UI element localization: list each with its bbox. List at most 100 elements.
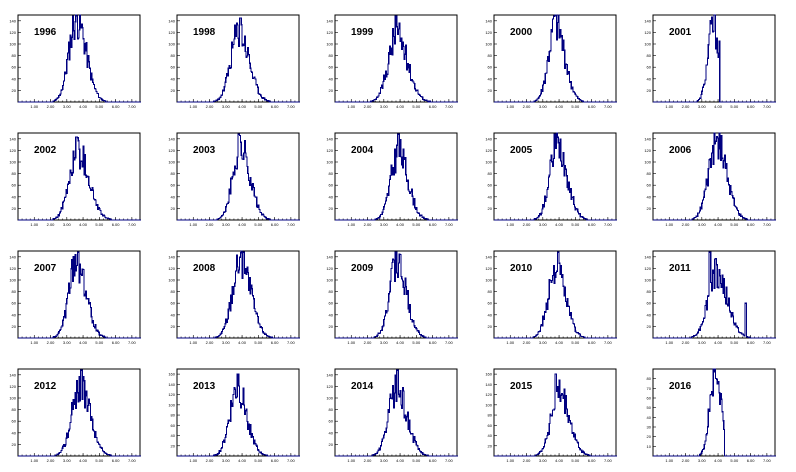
y-tick-label: 40 [329, 194, 334, 199]
x-tick-label: 3.00 [539, 104, 548, 109]
x-tick-label: 7.00 [763, 458, 772, 463]
y-tick-label: 60 [647, 301, 652, 306]
y-tick-label: 140 [485, 254, 492, 259]
y-tick-label: 20 [488, 206, 493, 211]
x-tick-label: 2.00 [682, 340, 691, 345]
x-tick-label: 6.00 [429, 104, 438, 109]
x-tick-label: 4.00 [238, 340, 247, 345]
histogram-series [494, 132, 617, 221]
x-tick-label: 1.00 [347, 222, 356, 227]
x-tick-label: 2.00 [682, 104, 691, 109]
x-tick-label: 3.00 [380, 104, 389, 109]
y-tick-label: 60 [171, 301, 176, 306]
panel-year-label: 2001 [669, 27, 692, 38]
x-tick-label: 1.00 [506, 458, 515, 463]
y-tick-label: 20 [171, 206, 176, 211]
y-tick-label: 80 [12, 171, 17, 176]
y-tick-label: 20 [647, 324, 652, 329]
histogram-series [177, 133, 300, 221]
x-tick-label: 3.00 [222, 458, 231, 463]
x-tick-label: 5.00 [95, 458, 104, 463]
x-tick-label: 5.00 [412, 222, 421, 227]
x-tick-label: 3.00 [222, 340, 231, 345]
x-tick-label: 3.00 [222, 222, 231, 227]
x-tick-label: 7.00 [763, 222, 772, 227]
y-tick-label: 60 [171, 183, 176, 188]
panel-year-label: 2013 [193, 381, 216, 392]
y-tick-label: 20 [329, 88, 334, 93]
x-tick-label: 3.00 [698, 458, 707, 463]
y-tick-label: 10 [647, 444, 652, 449]
x-tick-label: 6.00 [271, 340, 280, 345]
panel-year-label: 2000 [510, 27, 533, 38]
y-tick-label: 100 [168, 278, 175, 283]
x-tick-label: 1.00 [665, 458, 674, 463]
y-tick-label: 60 [488, 65, 493, 70]
y-tick-label: 100 [9, 396, 16, 401]
x-tick-label: 5.00 [254, 104, 263, 109]
x-tick-label: 5.00 [412, 340, 421, 345]
x-tick-label: 1.00 [347, 340, 356, 345]
x-tick-label: 5.00 [95, 222, 104, 227]
y-tick-label: 40 [647, 415, 652, 420]
y-tick-label: 80 [647, 53, 652, 58]
y-tick-label: 100 [485, 402, 492, 407]
x-tick-label: 4.00 [396, 222, 405, 227]
histogram-series [494, 373, 617, 457]
y-tick-label: 100 [326, 160, 333, 165]
x-tick-label: 4.00 [555, 222, 564, 227]
y-tick-label: 20 [12, 324, 17, 329]
x-tick-label: 1.00 [665, 340, 674, 345]
y-tick-label: 80 [171, 171, 176, 176]
y-tick-label: 40 [329, 430, 334, 435]
x-tick-label: 2.00 [364, 104, 373, 109]
y-tick-label: 80 [329, 171, 334, 176]
x-tick-label: 3.00 [380, 340, 389, 345]
y-tick-label: 60 [329, 419, 334, 424]
x-tick-label: 7.00 [128, 222, 137, 227]
y-tick-label: 100 [9, 160, 16, 165]
y-tick-label: 140 [326, 254, 333, 259]
x-tick-label: 3.00 [380, 458, 389, 463]
y-tick-label: 120 [644, 148, 651, 153]
y-tick-label: 80 [329, 407, 334, 412]
x-tick-label: 7.00 [287, 340, 296, 345]
y-tick-label: 120 [168, 148, 175, 153]
x-tick-label: 2.00 [206, 340, 215, 345]
x-tick-label: 6.00 [112, 104, 121, 109]
y-tick-label: 140 [168, 136, 175, 141]
y-tick-label: 160 [485, 372, 492, 377]
panel-year-label: 2010 [510, 263, 533, 274]
x-tick-label: 6.00 [747, 458, 756, 463]
y-tick-label: 100 [9, 42, 16, 47]
y-tick-label: 80 [12, 289, 17, 294]
y-tick-label: 140 [168, 254, 175, 259]
y-tick-label: 140 [9, 254, 16, 259]
y-tick-label: 20 [488, 443, 493, 448]
y-tick-label: 60 [12, 183, 17, 188]
x-tick-label: 2.00 [523, 222, 532, 227]
y-tick-label: 60 [329, 301, 334, 306]
y-tick-label: 140 [485, 382, 492, 387]
x-tick-label: 1.00 [30, 340, 39, 345]
y-tick-label: 100 [168, 160, 175, 165]
y-tick-label: 100 [168, 402, 175, 407]
x-tick-label: 6.00 [588, 340, 597, 345]
x-tick-label: 4.00 [714, 222, 723, 227]
x-tick-label: 7.00 [128, 104, 137, 109]
y-tick-label: 60 [329, 183, 334, 188]
x-tick-label: 5.00 [571, 104, 580, 109]
histogram-series [18, 14, 141, 103]
panel-year-label: 2002 [34, 145, 57, 156]
histogram-series [335, 15, 458, 103]
y-tick-label: 60 [647, 183, 652, 188]
x-tick-label: 4.00 [79, 104, 88, 109]
x-tick-label: 5.00 [412, 458, 421, 463]
x-tick-label: 2.00 [206, 104, 215, 109]
x-tick-label: 6.00 [112, 222, 121, 227]
y-tick-label: 120 [326, 384, 333, 389]
